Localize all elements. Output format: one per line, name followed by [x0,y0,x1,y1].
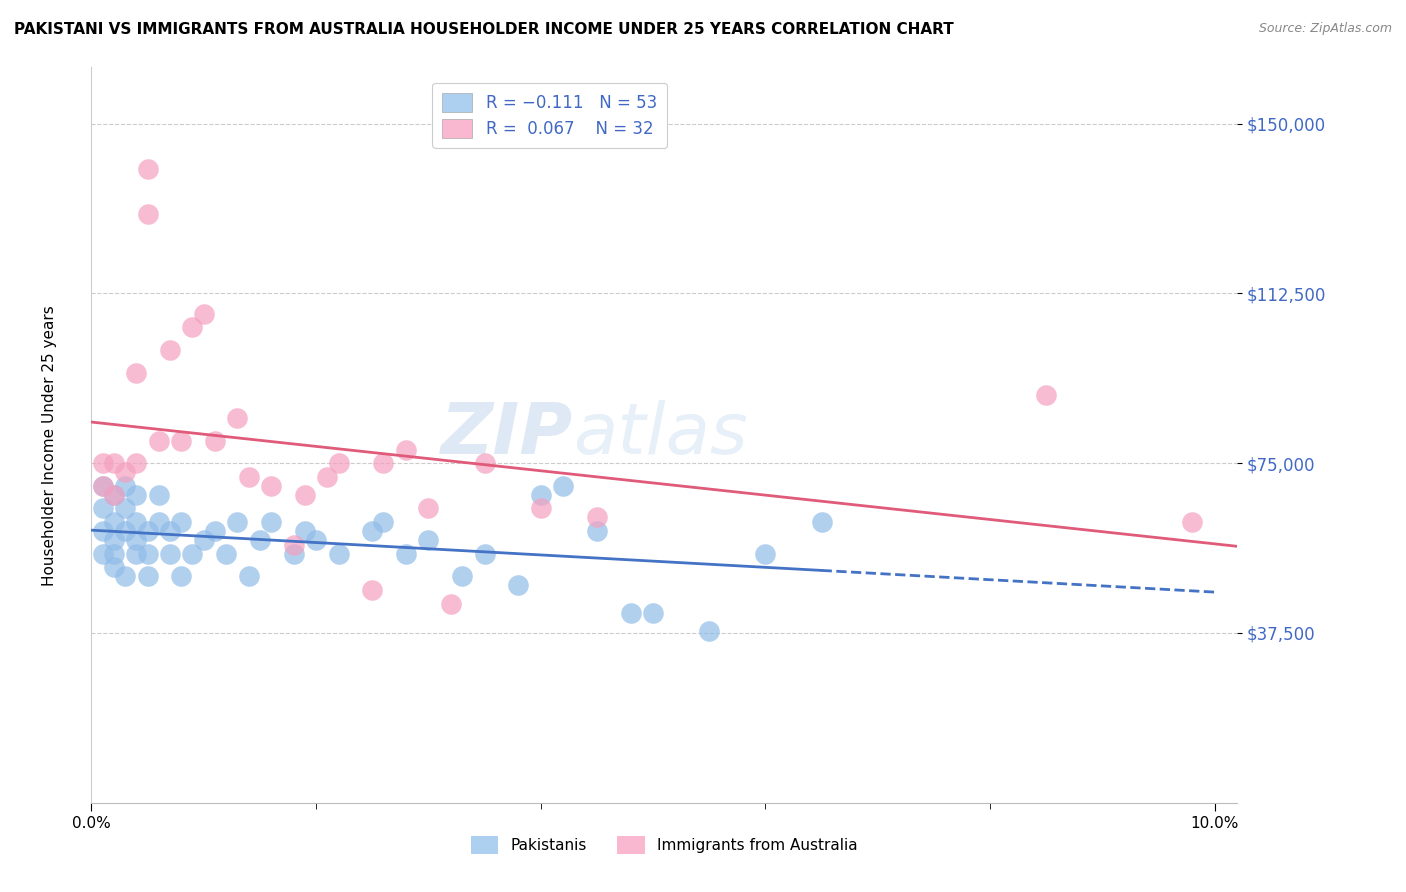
Point [170,434,193,448]
Point [260,515,283,529]
Point [238,569,260,583]
Point [91,479,114,493]
Point [215,547,238,561]
Point [91,501,114,516]
Point [316,469,339,483]
Point [586,524,609,538]
Point [204,434,226,448]
Point [125,515,148,529]
Point [294,488,316,502]
Point [283,547,305,561]
Point [226,515,249,529]
Point [1035,388,1057,402]
Point [294,524,316,538]
Point [193,533,215,548]
Point [1181,515,1204,529]
Point [530,488,553,502]
Point [643,606,665,620]
Point [103,515,125,529]
Point [91,524,114,538]
Point [91,547,114,561]
Point [620,606,643,620]
Point [451,569,474,583]
Point [125,456,148,470]
Point [474,547,496,561]
Point [103,456,125,470]
Point [440,597,463,611]
Point [136,207,159,221]
Point [159,547,181,561]
Point [136,161,159,176]
Text: ZIP: ZIP [440,401,572,469]
Point [103,533,125,548]
Point [148,515,170,529]
Point [418,533,440,548]
Point [148,434,170,448]
Point [103,488,125,502]
Point [361,582,384,597]
Text: Source: ZipAtlas.com: Source: ZipAtlas.com [1258,22,1392,36]
Point [260,479,283,493]
Point [136,524,159,538]
Point [249,533,271,548]
Point [181,320,204,334]
Point [114,501,136,516]
Point [328,547,350,561]
Point [328,456,350,470]
Point [305,533,328,548]
Point [159,524,181,538]
Point [114,524,136,538]
Point [103,488,125,502]
Point [103,560,125,574]
Point [530,501,553,516]
Point [226,410,249,425]
Point [91,479,114,493]
Point [114,569,136,583]
Point [103,547,125,561]
Point [148,488,170,502]
Point [283,538,305,552]
Point [170,515,193,529]
Point [238,469,260,483]
Point [361,524,384,538]
Point [373,456,395,470]
Point [508,578,530,592]
Legend: Pakistanis, Immigrants from Australia: Pakistanis, Immigrants from Australia [463,829,866,862]
Point [586,510,609,524]
Point [474,456,496,470]
Point [125,488,148,502]
Text: PAKISTANI VS IMMIGRANTS FROM AUSTRALIA HOUSEHOLDER INCOME UNDER 25 YEARS CORRELA: PAKISTANI VS IMMIGRANTS FROM AUSTRALIA H… [14,22,953,37]
Point [418,501,440,516]
Point [170,569,193,583]
Point [204,524,226,538]
Point [125,547,148,561]
Point [553,479,575,493]
Point [114,479,136,493]
Point [125,533,148,548]
Point [136,569,159,583]
Point [697,624,720,638]
Point [159,343,181,357]
Point [395,442,418,457]
Point [373,515,395,529]
Point [136,547,159,561]
Point [810,515,832,529]
Point [193,307,215,321]
Text: atlas: atlas [572,401,747,469]
Point [91,456,114,470]
Point [754,547,776,561]
Point [181,547,204,561]
Point [114,465,136,479]
Point [125,366,148,380]
Point [395,547,418,561]
Text: Householder Income Under 25 years: Householder Income Under 25 years [42,306,56,586]
